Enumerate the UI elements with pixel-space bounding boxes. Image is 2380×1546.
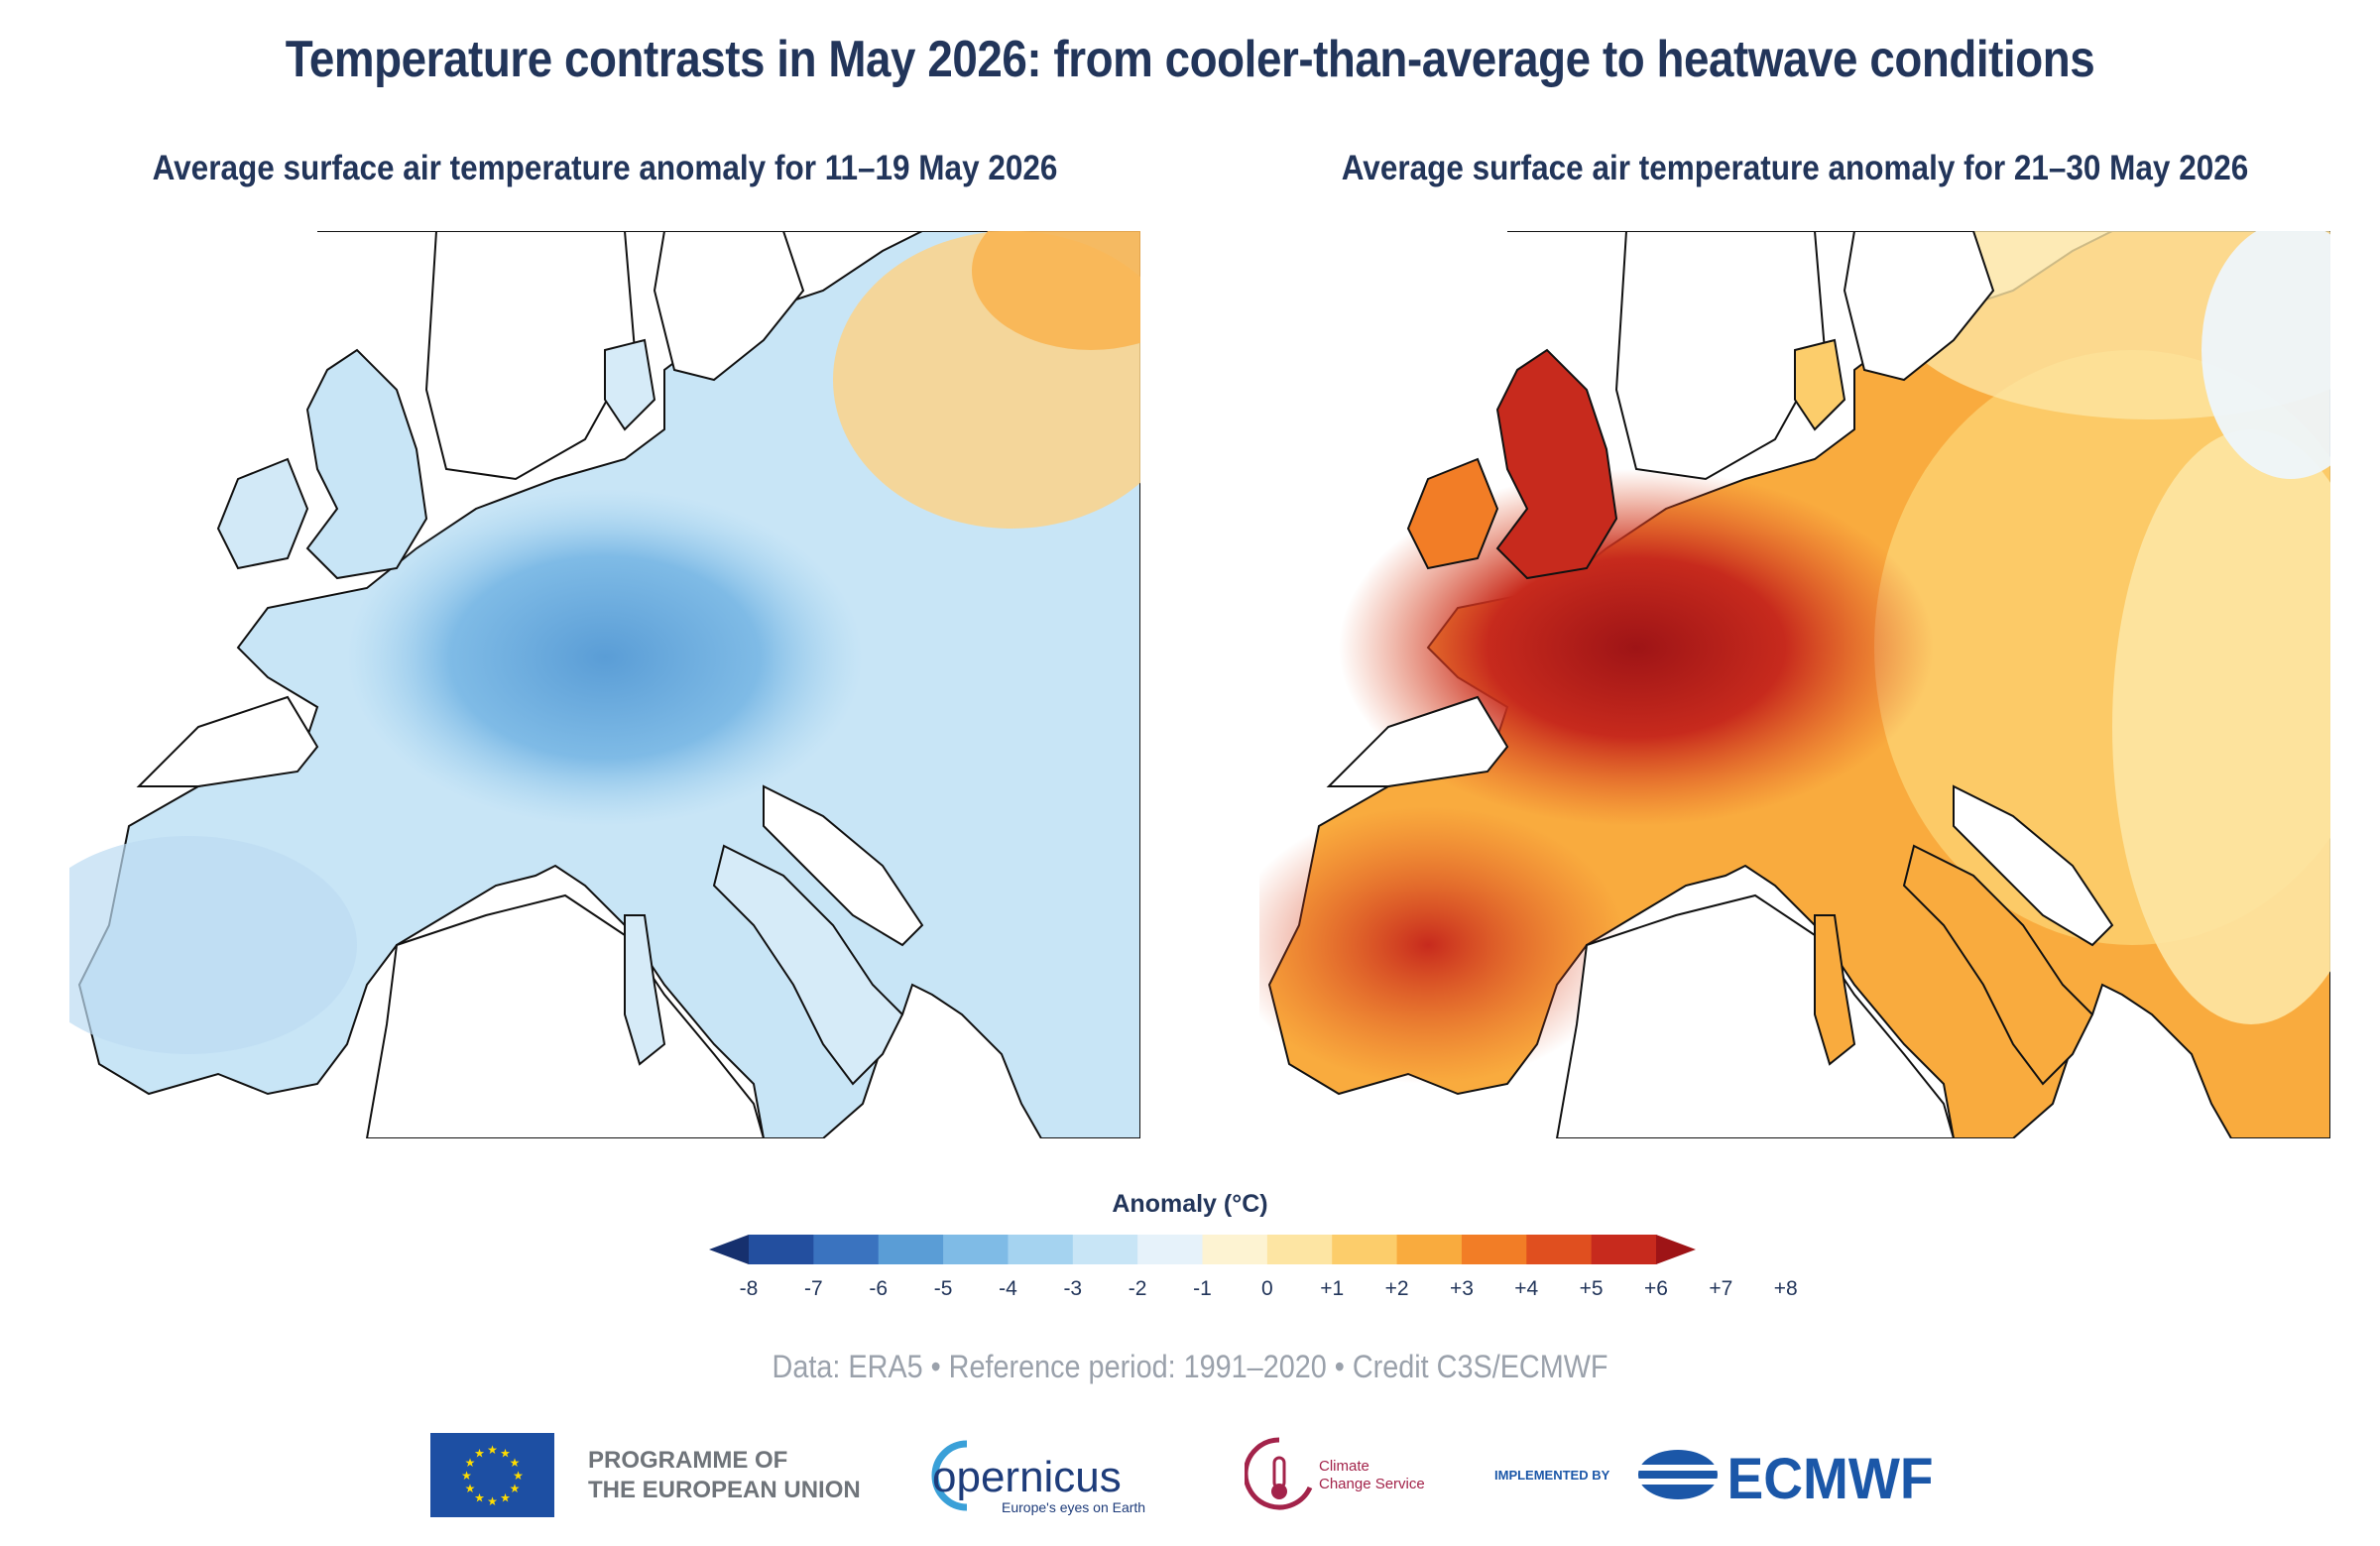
colorbar-segment xyxy=(878,1235,944,1264)
ecmwf-logo-icon xyxy=(1636,1448,1721,1507)
ireland xyxy=(1406,457,1499,570)
colorbar-segment xyxy=(1008,1235,1074,1264)
colorbar-tick-label: +3 xyxy=(1449,1277,1474,1300)
colorbar-tick-label: -8 xyxy=(739,1277,759,1300)
corsica-sardinia xyxy=(1814,914,1856,1066)
eu-star-icon: ★ xyxy=(465,1456,476,1470)
colorbar-tick-label: +6 xyxy=(1644,1277,1668,1300)
ecmwf-wordmark: ECMWF xyxy=(1726,1447,1934,1511)
eu-star-icon: ★ xyxy=(487,1443,498,1457)
eu-star-icon: ★ xyxy=(510,1456,521,1470)
colorbar-tick-label: -6 xyxy=(869,1277,889,1300)
baltic-sea xyxy=(1843,231,1995,382)
great-britain xyxy=(305,348,428,580)
colorbar-segment xyxy=(1072,1235,1138,1264)
colorbar-segment xyxy=(1396,1235,1463,1264)
c3s-line-1: Climate xyxy=(1319,1458,1369,1475)
baltic-sea xyxy=(653,231,805,382)
colorbar-tick-label: -5 xyxy=(933,1277,953,1300)
colorbar-max-arrow xyxy=(1656,1235,1696,1264)
eu-star-icon: ★ xyxy=(500,1491,511,1505)
mediterranean-sea xyxy=(1555,893,1956,1138)
great-britain xyxy=(1495,348,1618,580)
c3s-line-2: Change Service xyxy=(1319,1476,1425,1492)
denmark xyxy=(604,338,656,431)
colorbar-tick-label: -3 xyxy=(1063,1277,1083,1300)
mediterranean-sea xyxy=(365,893,766,1138)
left-anomaly-map xyxy=(69,231,1140,1138)
colorbar-segment xyxy=(1332,1235,1398,1264)
north-sea xyxy=(1614,231,1827,481)
colorbar-tick-label: -1 xyxy=(1193,1277,1212,1300)
adriatic-sea xyxy=(1953,784,2114,947)
eu-star-icon: ★ xyxy=(465,1482,476,1495)
page-title: Temperature contrasts in May 2026: from … xyxy=(285,31,2095,88)
colorbar-segment xyxy=(1202,1235,1268,1264)
eu-star-icon: ★ xyxy=(513,1469,524,1483)
colorbar-tick-label: 0 xyxy=(1261,1277,1273,1300)
left-panel-title: Average surface air temperature anomaly … xyxy=(152,149,1058,187)
denmark xyxy=(1794,338,1846,431)
colorbar-tick-label: +4 xyxy=(1514,1277,1539,1300)
copernicus-wordmark: opernicus xyxy=(932,1453,1122,1501)
colorbar-min-arrow xyxy=(709,1235,749,1264)
colorbar-tick-label: +8 xyxy=(1773,1277,1798,1300)
colorbar-segment xyxy=(1591,1235,1657,1264)
eu-line-2: THE EUROPEAN UNION xyxy=(588,1477,861,1503)
eu-flag-logo: ★ ★ ★ ★ ★ ★ ★ ★ ★ ★ ★ ★ xyxy=(430,1433,554,1517)
eu-star-icon: ★ xyxy=(487,1494,498,1508)
colorbar-label: Anomaly (°C) xyxy=(1112,1190,1268,1218)
colorbar-segment xyxy=(943,1235,1009,1264)
colorbar-tick-label: +2 xyxy=(1384,1277,1409,1300)
c3s-text: Climate Change Service xyxy=(1319,1458,1425,1493)
eu-star-icon: ★ xyxy=(510,1482,521,1495)
italy xyxy=(1902,844,2094,1086)
eu-programme-text: PROGRAMME OF THE EUROPEAN UNION xyxy=(588,1446,861,1505)
eu-star-icon: ★ xyxy=(474,1491,485,1505)
right-panel-title: Average surface air temperature anomaly … xyxy=(1341,149,2249,187)
adriatic-sea xyxy=(763,784,924,947)
c3s-thermometer-icon xyxy=(1243,1436,1314,1520)
colorbar-tick-label: -7 xyxy=(804,1277,823,1300)
eu-star-icon: ★ xyxy=(474,1446,485,1460)
colorbar-segment xyxy=(1137,1235,1203,1264)
ireland xyxy=(216,457,309,570)
implemented-by-text: IMPLEMENTED BY xyxy=(1494,1468,1610,1483)
colorbar-tick-label: +5 xyxy=(1579,1277,1604,1300)
colorbar-segment xyxy=(1526,1235,1593,1264)
colorbar-tick-label: -2 xyxy=(1128,1277,1147,1300)
colorbar xyxy=(709,1235,1696,1264)
colorbar-segment xyxy=(813,1235,880,1264)
corsica-sardinia xyxy=(624,914,666,1066)
copernicus-tagline: Europe's eyes on Earth xyxy=(1002,1499,1146,1515)
italy xyxy=(712,844,904,1086)
right-anomaly-map xyxy=(1259,231,2330,1138)
colorbar-segment xyxy=(1266,1235,1333,1264)
colorbar-tick-label: +7 xyxy=(1709,1277,1733,1300)
colorbar-segment xyxy=(749,1235,814,1264)
bay-of-biscay xyxy=(1326,695,1509,787)
north-sea xyxy=(424,231,637,481)
bay-of-biscay xyxy=(136,695,319,787)
colorbar-tick-label: +1 xyxy=(1320,1277,1345,1300)
colorbar-tick-label: -4 xyxy=(999,1277,1017,1300)
eu-star-icon: ★ xyxy=(500,1446,511,1460)
eu-line-1: PROGRAMME OF xyxy=(588,1447,788,1474)
data-credit: Data: ERA5 • Reference period: 1991–2020… xyxy=(772,1349,1608,1384)
eu-star-icon: ★ xyxy=(461,1469,472,1483)
copernicus-logo-icon xyxy=(927,1436,977,1520)
colorbar-segment xyxy=(1461,1235,1527,1264)
